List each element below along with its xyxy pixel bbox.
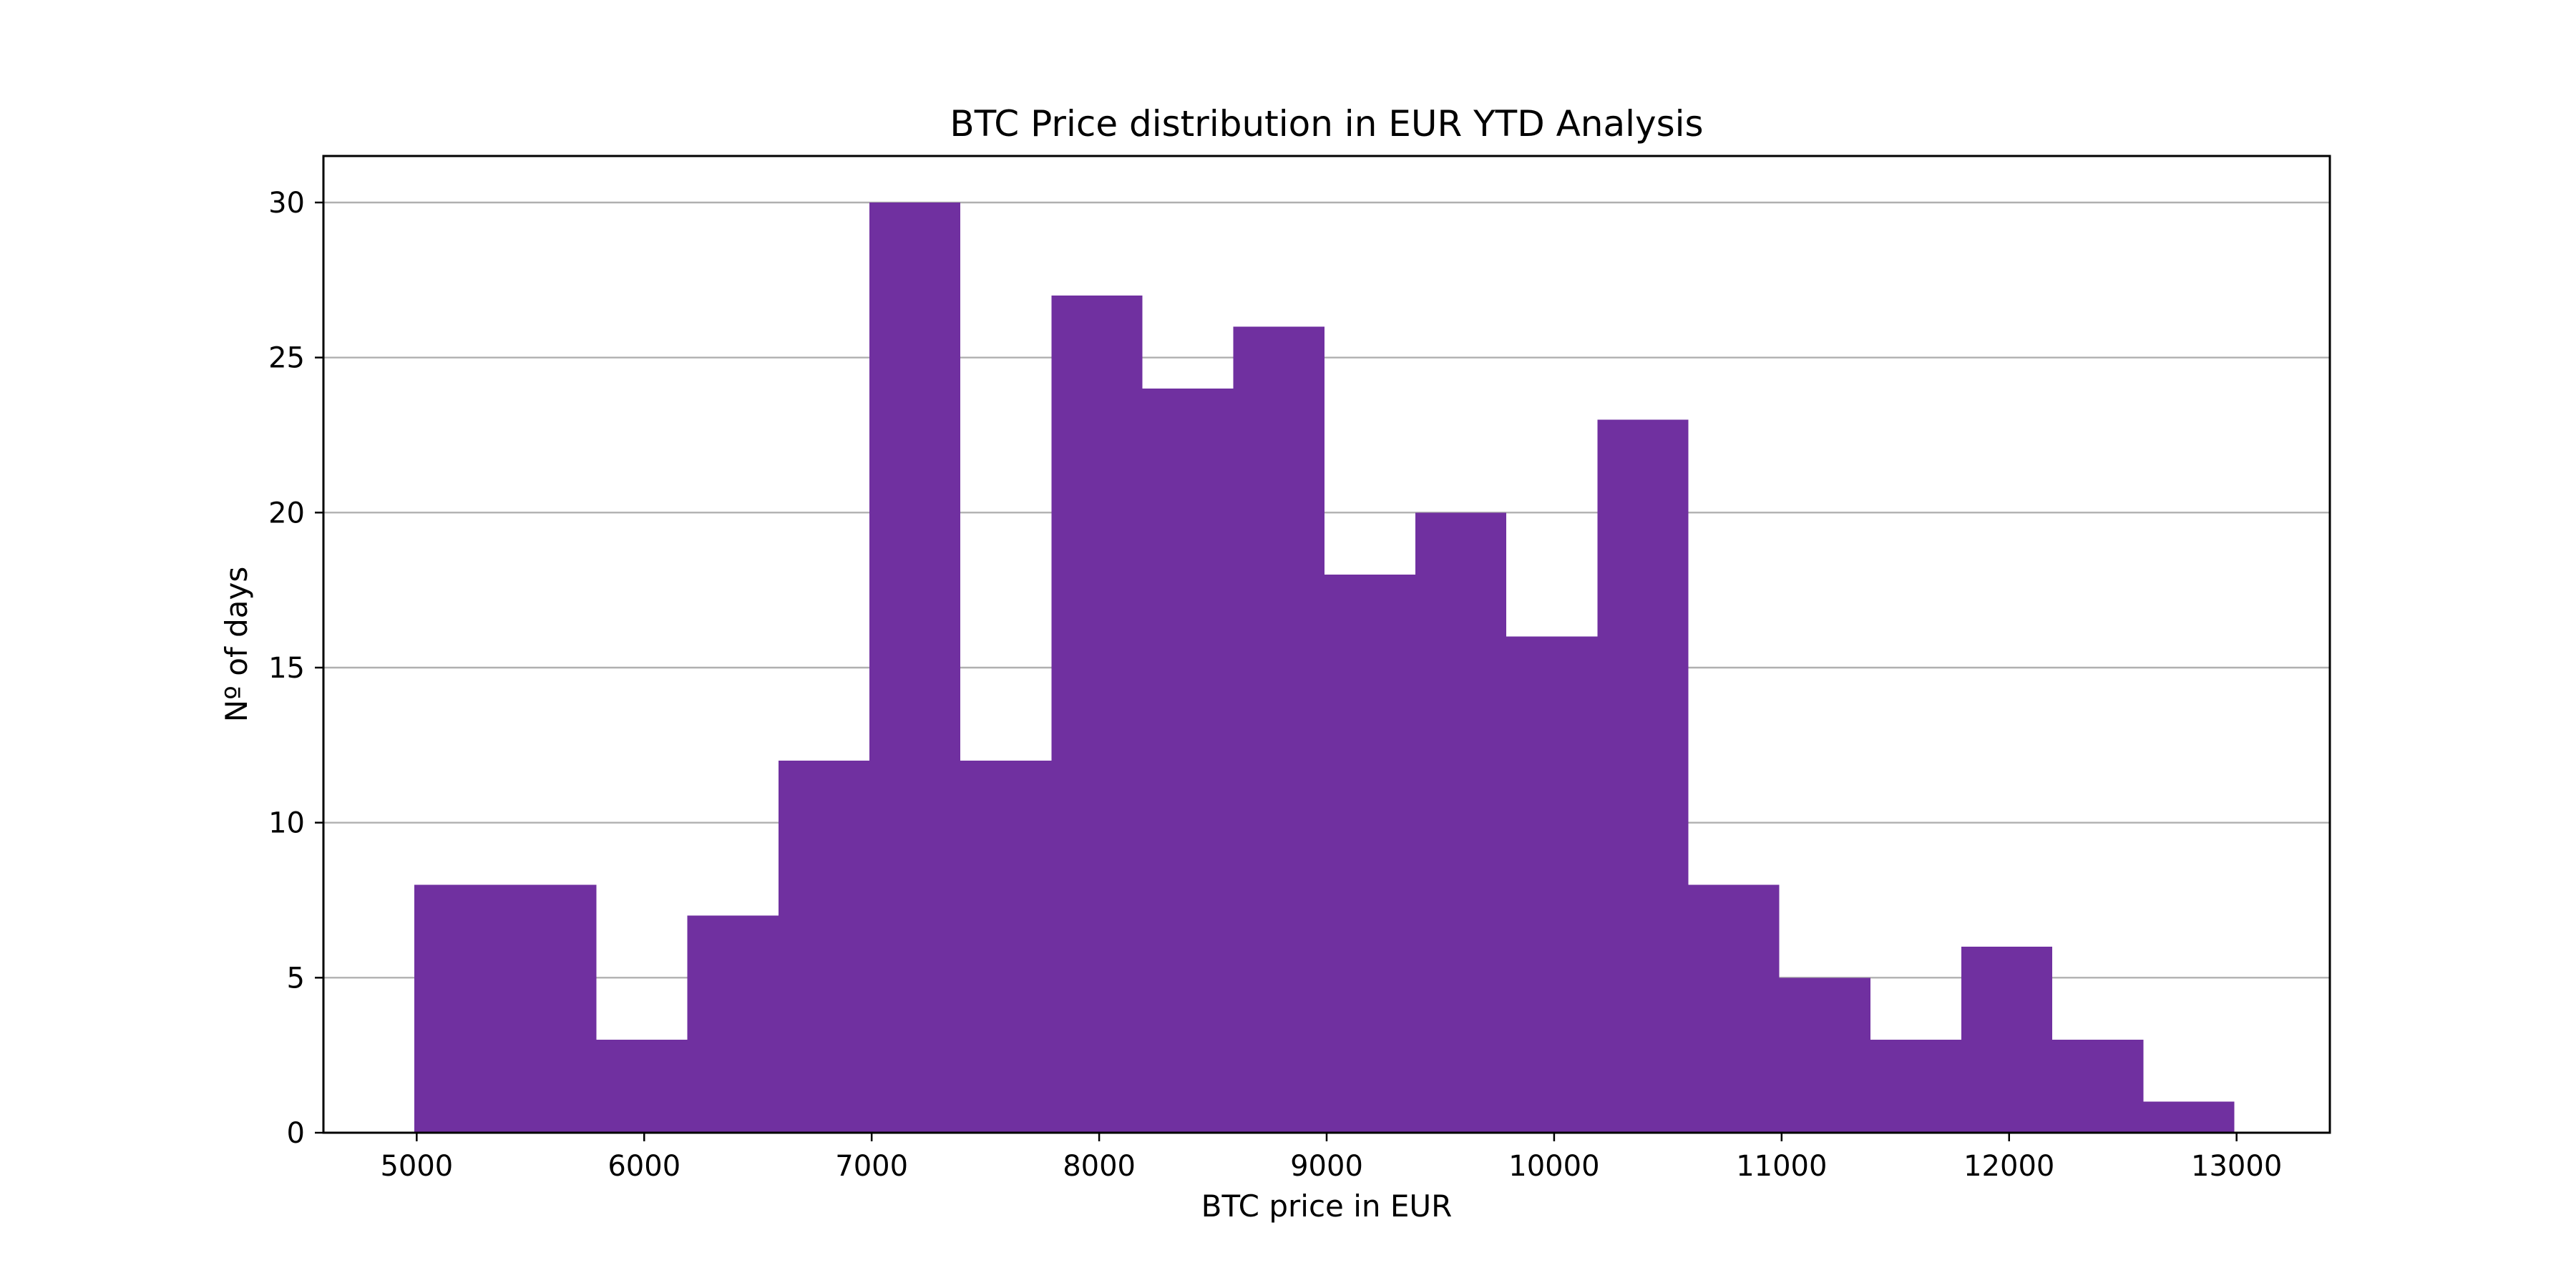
histogram-bar	[778, 761, 869, 1133]
x-tick-label: 12000	[1963, 1150, 2054, 1183]
chart-title: BTC Price distribution in EUR YTD Analys…	[950, 103, 1703, 145]
x-tick-label: 9000	[1290, 1150, 1363, 1183]
histogram-bar	[960, 761, 1052, 1133]
histogram-bars	[414, 203, 2235, 1133]
histogram-bar	[869, 203, 961, 1133]
histogram-bar	[1233, 326, 1324, 1133]
x-tick-label: 6000	[608, 1150, 680, 1183]
histogram-bar	[1779, 977, 1870, 1133]
x-axis-ticks: 5000 6000 7000 8000 9000 10000 11000 12000 13000	[380, 1133, 2282, 1183]
histogram-bar	[2143, 1101, 2235, 1133]
histogram-bar	[687, 915, 779, 1133]
histogram-bar	[1688, 884, 1780, 1133]
y-tick-label: 25	[268, 342, 305, 375]
x-tick-label: 10000	[1508, 1150, 1599, 1183]
y-tick-label: 0	[287, 1117, 305, 1150]
y-axis-ticks: 0 5 10 15 20 25 30	[268, 187, 323, 1150]
histogram-bar	[1415, 512, 1507, 1133]
y-tick-label: 10	[268, 807, 305, 840]
y-axis-label: Nº of days	[219, 567, 254, 723]
y-tick-label: 15	[268, 652, 305, 685]
histogram-bar	[596, 1040, 688, 1133]
histogram-bar	[505, 884, 597, 1133]
histogram-bar	[1506, 636, 1598, 1133]
y-tick-label: 20	[268, 497, 305, 530]
histogram-bar	[414, 884, 506, 1133]
y-tick-label: 5	[287, 962, 305, 995]
histogram-bar	[1324, 575, 1415, 1133]
histogram-bar	[2052, 1040, 2144, 1133]
x-tick-label: 13000	[2191, 1150, 2282, 1183]
x-tick-label: 7000	[835, 1150, 908, 1183]
x-tick-label: 5000	[380, 1150, 453, 1183]
histogram-bar	[1870, 1040, 1961, 1133]
x-tick-label: 11000	[1736, 1150, 1827, 1183]
x-axis-label: BTC price in EUR	[1201, 1189, 1453, 1224]
y-tick-label: 30	[268, 187, 305, 220]
histogram-bar	[1051, 296, 1143, 1133]
histogram-bar	[1961, 947, 2053, 1133]
x-tick-label: 8000	[1063, 1150, 1136, 1183]
histogram-bar	[1142, 389, 1234, 1133]
histogram-bar	[1597, 419, 1689, 1133]
